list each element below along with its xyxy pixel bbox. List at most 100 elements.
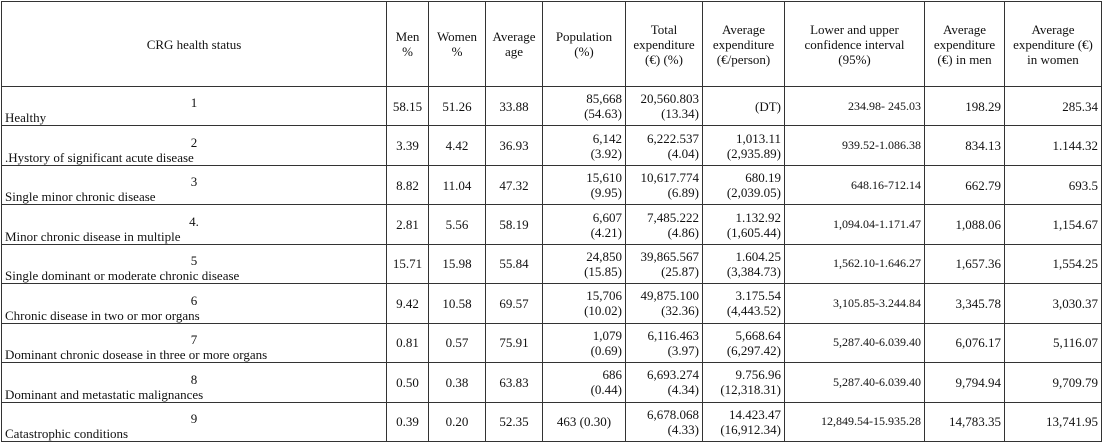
women-cell: 51.26 <box>428 85 486 127</box>
avg-women-cell: 13,741.95 <box>1004 401 1102 442</box>
avg-women-cell: 5,116.07 <box>1004 322 1102 364</box>
population-cell: 6,142 (3.92) <box>542 125 626 166</box>
status-cell: 7 Dominant chronic dosease in three or mo… <box>1 322 387 364</box>
total-percent: (25.87) <box>661 263 699 279</box>
women-cell: 0.38 <box>428 362 486 403</box>
total-cell: 6,222.537 (4.04) <box>625 125 703 166</box>
women-cell: 0.57 <box>428 322 486 364</box>
total-cell: 10,617.774 (6.89) <box>625 164 703 206</box>
average-value: 3.175.54 <box>735 288 782 304</box>
population-percent: (10.02) <box>584 303 622 319</box>
avg-men-cell: 6,076.17 <box>924 322 1005 364</box>
age-cell: 58.19 <box>485 204 543 245</box>
age-cell: 63.83 <box>485 362 543 403</box>
avg-women-cell: 3,030.37 <box>1004 283 1102 324</box>
age-cell: 55.84 <box>485 243 543 285</box>
avg-men-cell: 3,345.78 <box>924 283 1005 324</box>
population-value: 686 <box>602 367 623 383</box>
status-cell: 4. Minor chronic disease in multiple <box>1 204 387 245</box>
population-value: 24,850 <box>586 248 622 264</box>
average-sd: (16,912.34) <box>720 421 781 437</box>
table-row: 7 Dominant chronic dosease in three or mo… <box>1 322 1102 364</box>
average-sd: (2,039.05) <box>726 185 781 201</box>
total-percent: (4.33) <box>667 421 699 437</box>
table-row: 9 Catastrophic conditions 0.39 0.20 52.35… <box>1 401 1102 442</box>
avg-men-cell: 198.29 <box>924 85 1005 127</box>
age-cell: 52.35 <box>485 401 543 442</box>
men-cell: 58.15 <box>386 85 429 127</box>
total-cell: 49,875.100 (32.36) <box>625 283 703 324</box>
status-number: 3 <box>190 174 198 190</box>
population-value: 15,610 <box>586 170 622 186</box>
total-percent: (4.34) <box>667 382 699 398</box>
header-avg-men: Average expenditure (€) in men <box>924 1 1005 87</box>
population-percent: (4.21) <box>590 224 622 240</box>
status-number: 9 <box>190 411 198 426</box>
average-sd: (1,605.44) <box>726 224 781 240</box>
avg-women-cell: 1,554.25 <box>1004 243 1102 285</box>
header-age: Average age <box>485 1 543 87</box>
age-cell: 75.91 <box>485 322 543 364</box>
status-number: 6 <box>190 292 198 308</box>
average-value: 680.19 <box>745 170 781 186</box>
age-cell: 33.88 <box>485 85 543 127</box>
men-cell: 3.39 <box>386 125 429 166</box>
total-percent: (6.89) <box>667 185 699 201</box>
status-cell: 5 Single dominant or moderate chronic dis… <box>1 243 387 285</box>
ci-cell: 3,105.85-3.244.84 <box>784 283 925 324</box>
avg-women-cell: 285.34 <box>1004 85 1102 127</box>
average-cell: 1.604.25 (3,384.73) <box>702 243 785 285</box>
status-label: Single minor chronic disease <box>5 189 156 205</box>
population-value: 15,706 <box>586 288 622 304</box>
average-value: 1.604.25 <box>735 248 782 264</box>
population-value: 6,142 <box>592 130 622 146</box>
total-value: 39,865.567 <box>640 248 700 264</box>
average-cell: (DT) <box>702 85 785 127</box>
average-sd: (12,318.31) <box>720 382 781 398</box>
ci-cell: 5,287.40-6.039.40 <box>784 322 925 364</box>
population-percent: (0.69) <box>590 342 622 358</box>
average-sd: (3,384.73) <box>726 263 781 279</box>
total-percent: (4.86) <box>667 224 699 240</box>
table-row: 3 Single minor chronic disease 8.82 11.04… <box>1 164 1102 206</box>
total-value: 6,222.537 <box>647 130 699 146</box>
status-label: Chronic disease in two or mor organs <box>5 307 200 323</box>
average-cell: 3.175.54 (4,443.52) <box>702 283 785 324</box>
women-cell: 15.98 <box>428 243 486 285</box>
average-sd: (2,935.89) <box>726 145 781 161</box>
table-row: 5 Single dominant or moderate chronic dis… <box>1 243 1102 285</box>
total-percent: (4.04) <box>667 145 699 161</box>
header-avg-women: Average expenditure (€) in women <box>1004 1 1102 87</box>
average-sd: (6,297.42) <box>726 342 781 358</box>
avg-women-cell: 1,154.67 <box>1004 204 1102 245</box>
population-cell: 24,850 (15.85) <box>542 243 626 285</box>
average-cell: 680.19 (2,039.05) <box>702 164 785 206</box>
header-total-expenditure: Total expenditure (€) (%) <box>625 1 703 87</box>
status-label: Catastrophic conditions <box>5 426 129 441</box>
status-label: Minor chronic disease in multiple <box>5 228 181 244</box>
ci-cell: 1,562.10-1.646.27 <box>784 243 925 285</box>
table-row: 6 Chronic disease in two or mor organs 9.… <box>1 283 1102 324</box>
total-cell: 6,693.274 (4.34) <box>625 362 703 403</box>
avg-men-cell: 9,794.94 <box>924 362 1005 403</box>
avg-men-cell: 662.79 <box>924 164 1005 206</box>
population-cell: 85,668 (54.63) <box>542 85 626 127</box>
total-value: 6,116.463 <box>647 327 699 343</box>
average-cell: 1.132.92 (1,605.44) <box>702 204 785 245</box>
status-cell: 3 Single minor chronic disease <box>1 164 387 206</box>
total-value: 6,678.068 <box>647 406 699 422</box>
ci-cell: 648.16-712.14 <box>784 164 925 206</box>
status-cell: 9 Catastrophic conditions <box>1 401 387 442</box>
men-cell: 8.82 <box>386 164 429 206</box>
header-confidence-interval: Lower and upper confidence interval (95%… <box>784 1 925 87</box>
ci-cell: 939.52-1.086.38 <box>784 125 925 166</box>
table-row: 4. Minor chronic disease in multiple 2.81… <box>1 204 1102 245</box>
total-cell: 6,678.068 (4.33) <box>625 401 703 442</box>
total-cell: 39,865.567 (25.87) <box>625 243 703 285</box>
avg-men-cell: 1,088.06 <box>924 204 1005 245</box>
status-number: 1 <box>190 95 198 111</box>
status-cell: 6 Chronic disease in two or mor organs <box>1 283 387 324</box>
total-cell: 7,485.222 (4.86) <box>625 204 703 245</box>
population-percent: (15.85) <box>584 263 622 279</box>
women-cell: 4.42 <box>428 125 486 166</box>
